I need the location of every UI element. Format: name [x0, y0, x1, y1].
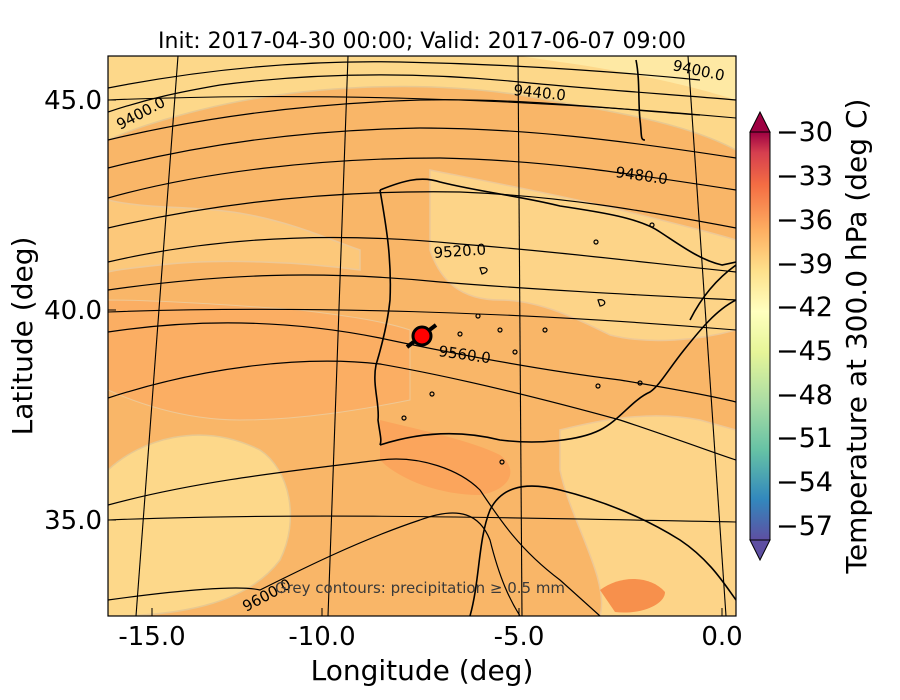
coastline — [374, 59, 736, 616]
y-axis: 45.0 40.0 35.0 Latitude (deg) — [6, 86, 116, 536]
map-panel: 9400.0 9400.0 9440.0 9480.0 9520.0 9560.… — [107, 55, 737, 617]
contour-label: 9440.0 — [513, 81, 567, 104]
x-tick-label: -15.0 — [118, 622, 185, 652]
colorbar-tick-label: −57 — [776, 511, 833, 542]
colorbar-tick-label: −30 — [776, 117, 833, 148]
map-frame — [107, 55, 737, 617]
colorbar-max-arrow — [749, 110, 771, 133]
y-tick-label: 35.0 — [44, 506, 102, 536]
colorbar-ticks: −30 −33 −36 −39 −42 −45 −48 −51 −54 −57 — [776, 117, 833, 542]
marker-dot — [411, 325, 433, 347]
colorbar-tick-label: −33 — [776, 161, 833, 192]
colorbar-tick-label: −42 — [776, 292, 833, 323]
colorbar-tick-label: −36 — [776, 205, 833, 236]
colorbar-tick-label: −39 — [776, 249, 833, 280]
colorbar-label: Temperature at 300.0 hPa (deg C) — [840, 99, 873, 575]
x-axis-label: Longitude (deg) — [311, 654, 534, 687]
location-marker — [405, 323, 438, 349]
height-contours — [108, 61, 736, 616]
colorbar: −30 −33 −36 −39 −42 −45 −48 −51 −54 −57 … — [749, 99, 873, 575]
colorbar-tick-label: −48 — [776, 380, 833, 411]
colorbar-bar — [749, 131, 771, 541]
colorbar-tick-label: −51 — [776, 423, 833, 454]
y-tick-label: 40.0 — [44, 296, 102, 326]
y-tick-label: 45.0 — [44, 86, 102, 116]
x-tick-label: -10.0 — [288, 622, 355, 652]
x-axis: -15.0 -10.0 -5.0 0.0 Longitude (deg) — [118, 608, 743, 687]
graticule — [108, 56, 736, 616]
y-axis-label: Latitude (deg) — [6, 237, 39, 436]
precipitation-note: Grey contours: precipitation ≥ 0.5 mm — [275, 579, 565, 597]
x-tick-label: -5.0 — [494, 622, 545, 652]
plot-title: Init: 2017-04-30 00:00; Valid: 2017-06-0… — [158, 29, 686, 54]
contour-label: 9520.0 — [433, 240, 487, 262]
colorbar-min-arrow — [749, 539, 771, 562]
x-tick-label: 0.0 — [701, 622, 742, 652]
colorbar-tick-label: −45 — [776, 336, 833, 367]
colorbar-tick-label: −54 — [776, 467, 833, 498]
lakes — [401, 222, 655, 465]
